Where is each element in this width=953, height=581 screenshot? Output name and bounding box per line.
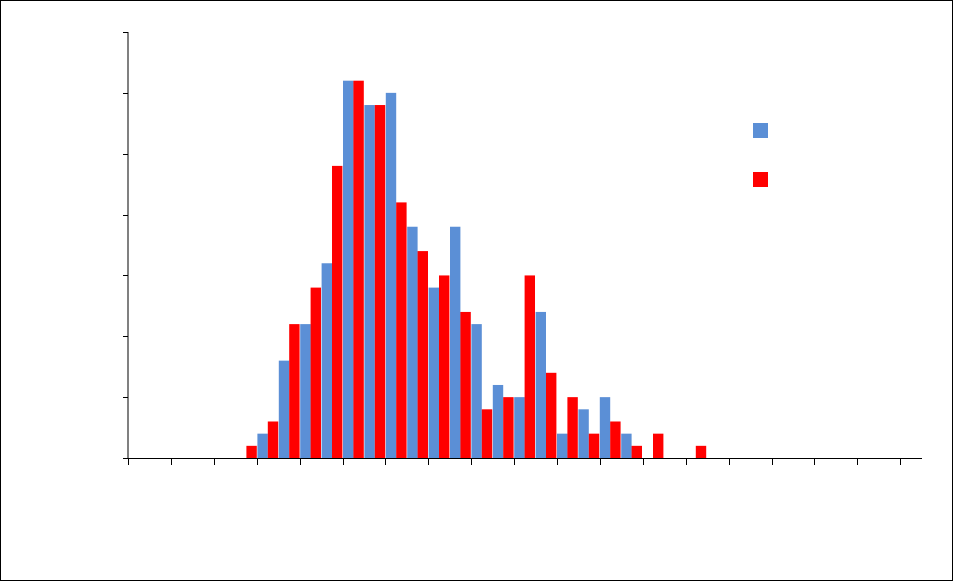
- bar-series1-11: [343, 80, 354, 458]
- bar-series1-12: [364, 105, 375, 458]
- bar-series2-21: [567, 397, 578, 458]
- bar-series2-18: [503, 397, 514, 458]
- bar-series2-6: [246, 445, 257, 458]
- bar-series2-20: [546, 372, 557, 458]
- bar-series2-15: [439, 275, 450, 458]
- bar-series2-12: [374, 105, 386, 458]
- bar-series1-13: [385, 92, 397, 459]
- bar-series2-16: [460, 311, 471, 458]
- bar-series2-10: [332, 165, 343, 458]
- bar-series2-24: [631, 445, 642, 458]
- bar-series2-19: [524, 275, 535, 458]
- bar-series2-23: [610, 421, 621, 458]
- bar-series2-14: [417, 251, 428, 458]
- bar-series1-10: [321, 263, 332, 458]
- bar-series1-14: [407, 226, 418, 458]
- legend-swatch-series1: [753, 123, 768, 138]
- bar-series2-25: [653, 433, 664, 458]
- bar-series2-8: [289, 324, 300, 458]
- bar-series1-21: [557, 433, 568, 458]
- bar-series1-20: [535, 311, 546, 458]
- bar-series1-24: [621, 433, 632, 458]
- bar-series2-17: [481, 409, 493, 458]
- bar-series1-8: [278, 360, 290, 458]
- bar-series2-27: [695, 445, 707, 458]
- bar-series1-17: [471, 324, 482, 458]
- bar-series1-19: [514, 397, 525, 458]
- bar-series2-9: [310, 287, 321, 458]
- bar-series1-23: [599, 397, 611, 458]
- bar-series2-22: [588, 433, 600, 458]
- bar-series1-15: [428, 287, 439, 458]
- bar-series1-16: [450, 226, 461, 458]
- bar-series1-9: [300, 324, 311, 458]
- bar-series1-18: [492, 384, 504, 458]
- legend-swatch-series2: [753, 172, 768, 187]
- bar-series2-13: [396, 202, 407, 458]
- bar-series1-22: [578, 409, 589, 458]
- bar-series1-7: [257, 433, 268, 458]
- bar-series2-7: [267, 421, 279, 458]
- bar-series2-11: [353, 80, 364, 458]
